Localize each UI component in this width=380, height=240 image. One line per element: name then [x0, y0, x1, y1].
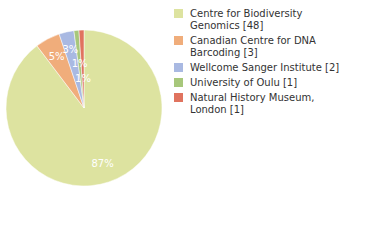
legend: Centre for Biodiversity Genomics [48] Can…: [174, 8, 339, 115]
legend-swatch: [174, 63, 183, 72]
legend-swatch: [174, 9, 183, 18]
slices: [6, 30, 162, 186]
legend-swatch: [174, 93, 183, 102]
data-label: 1%: [72, 58, 88, 69]
pie-slice: [59, 31, 84, 108]
legend-label: Natural History Museum, London [1]: [190, 92, 318, 115]
legend-label: Canadian Centre for DNA Barcoding [3]: [190, 35, 319, 58]
data-label: 1%: [75, 73, 91, 84]
data-label: 87%: [92, 158, 114, 169]
chart: 87%5%3%1%1%Centre for Biodiversity Genom…: [0, 0, 380, 240]
legend-label: Wellcome Sanger Institute [2]: [190, 62, 339, 73]
pie-slice: [74, 30, 84, 108]
legend-swatch: [174, 78, 183, 87]
pie-slice: [79, 30, 84, 108]
legend-label: Centre for Biodiversity Genomics [48]: [190, 8, 306, 31]
data-label: 3%: [62, 44, 78, 55]
pie-slice: [6, 30, 162, 186]
data-labels: 87%5%3%1%1%: [49, 44, 114, 170]
legend-swatch: [174, 36, 183, 45]
legend-label: University of Oulu [1]: [190, 77, 297, 88]
